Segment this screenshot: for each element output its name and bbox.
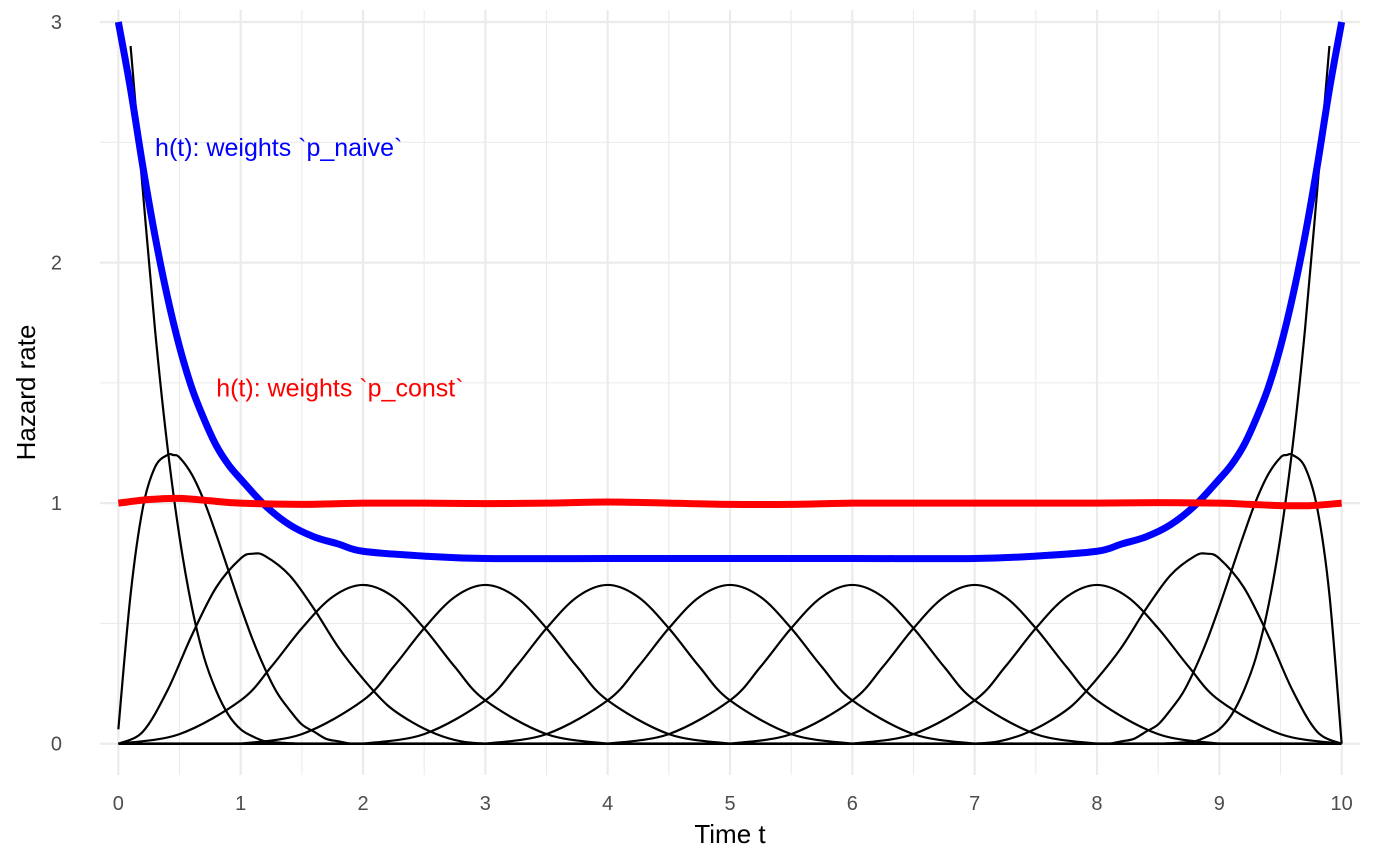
y-tick-label: 0 [51,734,62,756]
hazard-line-p-const [117,494,1342,510]
hazard-series [114,21,1346,563]
basis-function-1 [129,45,364,745]
basis-functions [117,45,1343,746]
y-tick-label: 1 [51,493,62,515]
annotation-p-naive: h(t): weights `p_naive` [155,134,402,162]
x-tick-label: 2 [357,793,368,815]
x-tick-label: 1 [235,793,246,815]
basis-function-2 [117,452,364,746]
x-tick-label: 10 [1331,793,1353,815]
annotation-p-const: h(t): weights `p_const` [216,375,463,403]
x-tick-label: 3 [480,793,491,815]
x-tick-label: 7 [969,793,980,815]
x-tick-label: 8 [1091,793,1102,815]
x-tick-label: 0 [113,793,124,815]
x-tick-label: 6 [847,793,858,815]
tick-labels: 0 1 2 3 4 5 6 7 8 9 10 0 1 2 3 [51,12,1353,815]
x-tick-label: 9 [1214,793,1225,815]
basis-function-10 [852,583,1342,745]
x-tick-label: 4 [602,793,613,815]
annotations: h(t): weights `p_naive` h(t): weights `p… [155,134,463,403]
y-tick-label: 2 [51,253,62,275]
x-axis-title: Time t [694,819,766,849]
basis-function-9 [729,583,1220,745]
hazard-line-p-naive [114,21,1346,563]
y-axis-title: Hazard rate [11,325,41,461]
basis-function-12 [1096,452,1343,746]
basis-function-13 [1096,45,1331,745]
y-tick-label: 3 [51,12,62,34]
x-tick-label: 5 [724,793,735,815]
basis-function-3 [117,552,486,745]
basis-function-11 [974,552,1343,745]
